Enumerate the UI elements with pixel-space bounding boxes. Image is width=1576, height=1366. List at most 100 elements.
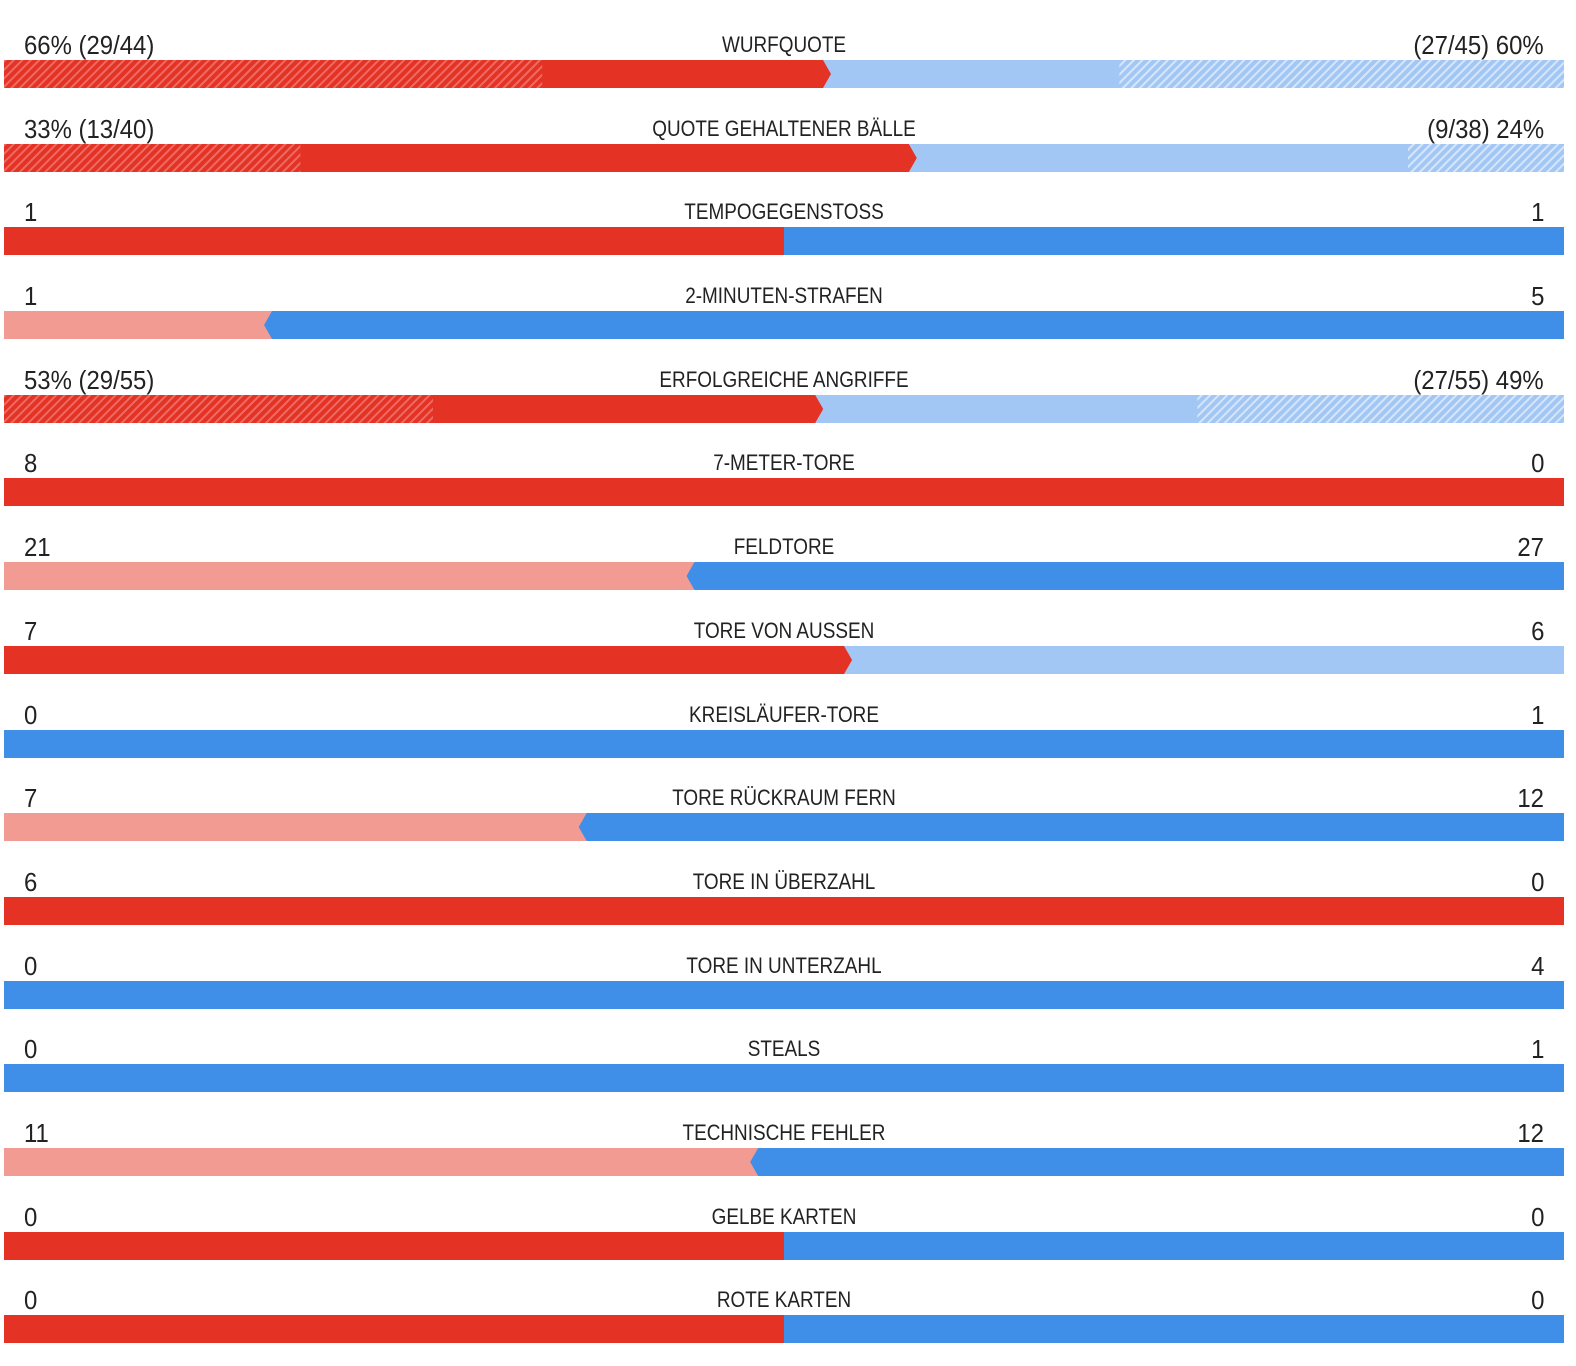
- away-value: 5: [1530, 281, 1544, 312]
- home-value: 21: [24, 532, 51, 563]
- stat-header: 6 Tore in Überzahl 0: [4, 857, 1564, 897]
- comparison-bar: [4, 896, 1564, 925]
- away-value: 12: [1517, 783, 1544, 814]
- home-value: 6: [24, 866, 38, 897]
- home-bar-segment: [4, 1231, 784, 1260]
- home-value: 7: [24, 615, 38, 646]
- stat-header: 1 Tempogegenstoss 1: [4, 187, 1564, 227]
- home-bar-segment: [4, 813, 587, 842]
- home-value: 8: [24, 448, 38, 479]
- comparison-bar-graphic: [4, 60, 1564, 88]
- stat-header: 8 7-Meter-Tore 0: [4, 438, 1564, 478]
- home-hatch-segment: [4, 394, 433, 423]
- comparison-bar: [4, 227, 1564, 256]
- away-hatch-segment: [1408, 143, 1564, 172]
- stat-label: Steals: [747, 1036, 821, 1062]
- stat-row: 1 2-Minuten-Strafen 5: [4, 271, 1564, 355]
- away-value: 1: [1530, 699, 1544, 730]
- stat-label: Tempogegenstoss: [684, 199, 884, 225]
- comparison-bar-graphic: [4, 143, 1564, 172]
- home-value: 0: [24, 950, 38, 981]
- home-value: 0: [24, 1201, 38, 1232]
- stat-label: Feldtore: [733, 534, 835, 560]
- stat-header: 11 Technische Fehler 12: [4, 1108, 1564, 1148]
- stat-row: 0 Tore in Unterzahl 4: [4, 941, 1564, 1025]
- stat-row: 0 Kreisläufer-Tore 1: [4, 690, 1564, 774]
- home-value: 7: [24, 783, 38, 814]
- stat-header: 0 Rote Karten 0: [4, 1275, 1564, 1315]
- away-value: 0: [1530, 866, 1544, 897]
- comparison-bar-graphic: [4, 896, 1564, 925]
- stat-header: 0 Gelbe Karten 0: [4, 1192, 1564, 1232]
- comparison-bar-graphic: [4, 394, 1564, 423]
- home-bar-segment: [4, 227, 784, 256]
- home-value: 0: [24, 1034, 38, 1065]
- comparison-bar: [4, 729, 1564, 758]
- away-bar-segment: [4, 1064, 1564, 1093]
- stat-header: 66% (29/44) Wurfquote (27/45) 60%: [4, 20, 1564, 60]
- home-value: 53% (29/55): [24, 364, 155, 395]
- comparison-bar-graphic: [4, 813, 1564, 842]
- comparison-bar: [4, 645, 1564, 674]
- comparison-bar: [4, 1315, 1564, 1344]
- comparison-bar: [4, 311, 1564, 340]
- stat-header: 0 Tore in Unterzahl 4: [4, 941, 1564, 981]
- stat-row: 6 Tore in Überzahl 0: [4, 857, 1564, 941]
- stat-row: 11 Technische Fehler 12: [4, 1108, 1564, 1192]
- comparison-bar-graphic: [4, 729, 1564, 758]
- away-bar-segment: [4, 729, 1564, 758]
- stat-label: Technische Fehler: [682, 1119, 886, 1145]
- home-bar-segment: [4, 645, 853, 674]
- comparison-bar: [4, 1064, 1564, 1093]
- stat-header: 7 Tore Rückraum Fern 12: [4, 773, 1564, 813]
- stat-label: Quote gehaltener Bälle: [652, 115, 916, 141]
- home-bar-segment: [4, 1147, 759, 1176]
- stat-label: 2-Minuten-Strafen: [685, 283, 883, 309]
- stat-label: Tore in Überzahl: [692, 868, 876, 894]
- comparison-bar-graphic: [4, 562, 1564, 591]
- home-value: 0: [24, 1285, 38, 1316]
- home-bar-segment: [4, 1315, 784, 1344]
- comparison-bar: [4, 60, 1564, 88]
- away-hatch-segment: [1197, 394, 1564, 423]
- stat-row: 33% (13/40) Quote gehaltener Bälle (9/38) …: [4, 104, 1564, 188]
- match-stats-list: 66% (29/44) Wurfquote (27/45) 60% 33% (13/4…: [4, 20, 1564, 1359]
- stat-label: Wurfquote: [721, 32, 847, 57]
- home-bar-segment: [4, 311, 273, 340]
- home-hatch-segment: [4, 143, 301, 172]
- stat-label: Tore in Unterzahl: [686, 952, 882, 978]
- stat-row: 7 Tore von Aussen 6: [4, 606, 1564, 690]
- away-value: 4: [1530, 950, 1544, 981]
- comparison-bar: [4, 1147, 1564, 1176]
- home-bar-segment: [4, 478, 1564, 507]
- home-value: 66% (29/44): [24, 30, 155, 60]
- stat-label: Gelbe Karten: [711, 1203, 857, 1229]
- away-value: 0: [1530, 1201, 1544, 1232]
- comparison-bar-graphic: [4, 478, 1564, 507]
- away-bar-segment: [4, 980, 1564, 1009]
- comparison-bar: [4, 562, 1564, 591]
- comparison-bar-graphic: [4, 227, 1564, 256]
- stat-label: Tore Rückraum Fern: [672, 785, 896, 811]
- stat-label: 7-Meter-Tore: [713, 450, 855, 476]
- home-value: 33% (13/40): [24, 113, 155, 144]
- away-value: 0: [1530, 448, 1544, 479]
- comparison-bar-graphic: [4, 1064, 1564, 1093]
- comparison-bar-graphic: [4, 980, 1564, 1009]
- stat-row: 21 Feldtore 27: [4, 522, 1564, 606]
- comparison-bar-graphic: [4, 1315, 1564, 1344]
- away-value: (27/55) 49%: [1413, 364, 1544, 395]
- comparison-bar: [4, 478, 1564, 507]
- home-hatch-segment: [4, 60, 543, 88]
- away-value: (27/45) 60%: [1413, 30, 1544, 60]
- stat-label: Erfolgreiche Angriffe: [659, 366, 909, 392]
- home-value: 1: [24, 281, 38, 312]
- stat-row: 1 Tempogegenstoss 1: [4, 187, 1564, 271]
- stat-row: 8 7-Meter-Tore 0: [4, 438, 1564, 522]
- comparison-bar: [4, 980, 1564, 1009]
- comparison-bar-graphic: [4, 1231, 1564, 1260]
- comparison-bar-graphic: [4, 311, 1564, 340]
- away-value: 1: [1530, 1034, 1544, 1065]
- stat-row: 0 Steals 1: [4, 1024, 1564, 1108]
- away-value: 1: [1530, 197, 1544, 228]
